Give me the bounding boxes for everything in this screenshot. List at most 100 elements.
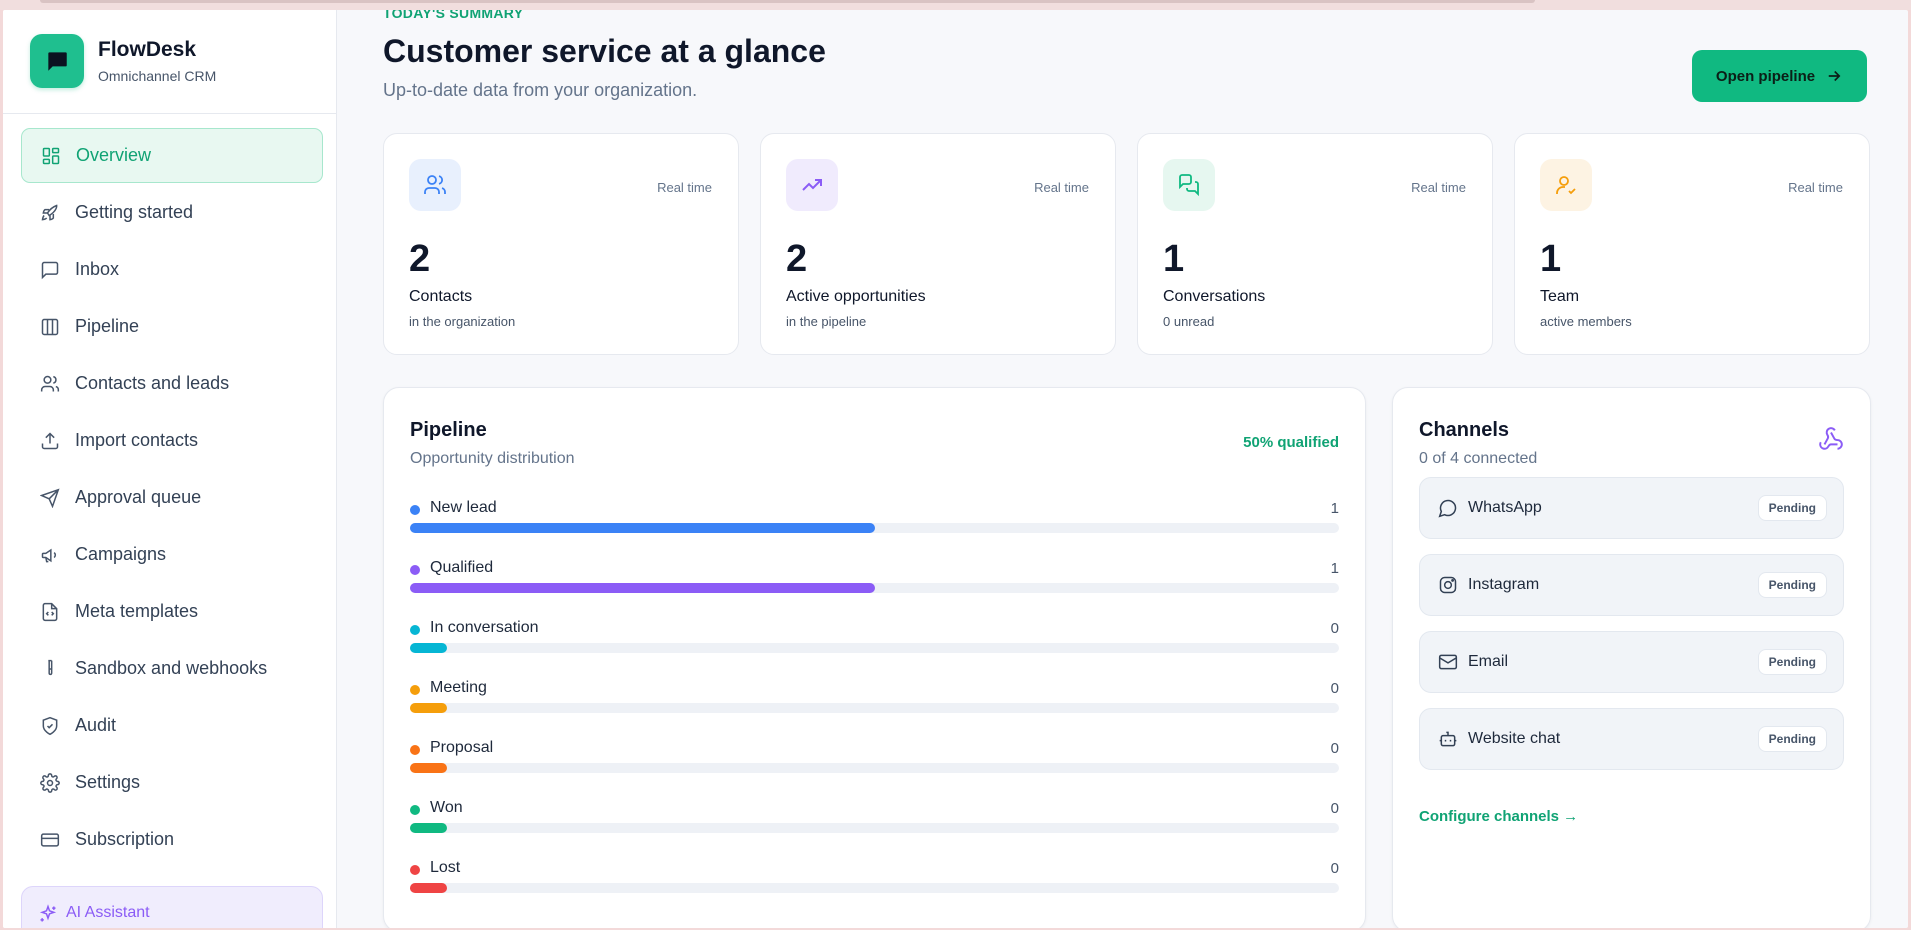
dashboard-icon: [40, 145, 62, 167]
sidebar: FlowDesk Omnichannel CRM Overview Gettin…: [3, 10, 337, 928]
sidebar-item-overview[interactable]: Overview: [21, 128, 323, 183]
stage-name: Lost: [430, 859, 461, 876]
stage-dot: [410, 805, 420, 815]
stage-dot: [410, 745, 420, 755]
user-check-icon: [1540, 159, 1592, 211]
brand[interactable]: FlowDesk Omnichannel CRM: [30, 34, 216, 88]
stage-dot: [410, 565, 420, 575]
channel-email[interactable]: Email Pending: [1419, 631, 1844, 693]
instagram-icon: [1438, 575, 1458, 600]
pipeline-stage: Won 0: [410, 798, 1339, 858]
stage-progress-track: [410, 703, 1339, 713]
sidebar-item-audit[interactable]: Audit: [21, 698, 323, 753]
sidebar-item-import-contacts[interactable]: Import contacts: [21, 413, 323, 468]
pipeline-stage: Lost 0: [410, 858, 1339, 918]
qualified-rate: 50% qualified: [1243, 434, 1339, 451]
stat-label: Contacts: [409, 288, 473, 305]
stat-card-contacts[interactable]: Real time 2 Contacts in the organization: [383, 133, 739, 355]
sidebar-nav: Overview Getting started Inbox Pipeline …: [21, 128, 323, 869]
sidebar-item-label: Campaigns: [75, 544, 167, 564]
page-title: Customer service at a glance: [383, 33, 826, 69]
sidebar-item-label: Pipeline: [75, 316, 140, 336]
sidebar-item-label: Inbox: [75, 259, 120, 279]
sidebar-item-approval-queue[interactable]: Approval queue: [21, 470, 323, 525]
stat-sublabel: active members: [1540, 314, 1632, 329]
stage-dot: [410, 625, 420, 635]
open-pipeline-label: Open pipeline: [1715, 67, 1816, 85]
pipeline-panel: Pipeline Opportunity distribution 50% qu…: [383, 387, 1366, 928]
stage-count: 0: [1330, 620, 1339, 637]
test-tube-icon: [39, 658, 61, 680]
message-square-icon: [39, 259, 61, 281]
stage-name: New lead: [430, 499, 497, 516]
stat-card-team[interactable]: Real time 1 Team active members: [1514, 133, 1870, 355]
realtime-tag: Real time: [1788, 180, 1843, 195]
channel-instagram[interactable]: Instagram Pending: [1419, 554, 1844, 616]
stage-name: Qualified: [430, 559, 494, 576]
sidebar-divider: [3, 113, 337, 114]
sidebar-item-label: Settings: [75, 772, 141, 792]
pipeline-title: Pipeline: [410, 419, 487, 441]
sidebar-item-meta-templates[interactable]: Meta templates: [21, 584, 323, 639]
stat-card-opportunities[interactable]: Real time 2 Active opportunities in the …: [760, 133, 1116, 355]
stage-progress-fill: [410, 583, 875, 593]
stage-progress-fill: [410, 763, 447, 773]
brand-subtitle: Omnichannel CRM: [98, 68, 217, 84]
sidebar-item-label: Meta templates: [75, 601, 199, 621]
stage-progress-track: [410, 763, 1339, 773]
channel-whatsapp[interactable]: WhatsApp Pending: [1419, 477, 1844, 539]
sidebar-item-sandbox-webhooks[interactable]: Sandbox and webhooks: [21, 641, 323, 696]
stage-progress-track: [410, 643, 1339, 653]
ai-assistant-button[interactable]: AI Assistant: [21, 886, 323, 928]
realtime-tag: Real time: [1034, 180, 1089, 195]
stage-progress-fill: [410, 883, 447, 893]
sidebar-item-label: Getting started: [75, 202, 194, 222]
realtime-tag: Real time: [657, 180, 712, 195]
stat-value: 1: [1540, 238, 1562, 280]
sidebar-item-label: Audit: [75, 715, 117, 735]
configure-channels-link[interactable]: Configure channels →: [1419, 808, 1579, 825]
open-pipeline-button[interactable]: Open pipeline: [1692, 50, 1867, 102]
sidebar-item-settings[interactable]: Settings: [21, 755, 323, 810]
rocket-icon: [39, 202, 61, 224]
stat-card-conversations[interactable]: Real time 1 Conversations 0 unread: [1137, 133, 1493, 355]
mail-icon: [1438, 652, 1458, 677]
credit-card-icon: [39, 829, 61, 851]
channel-name: Email: [1468, 653, 1509, 670]
webhook-icon[interactable]: [1818, 426, 1844, 457]
file-code-icon: [39, 601, 61, 623]
stage-dot: [410, 865, 420, 875]
megaphone-icon: [39, 544, 61, 566]
sidebar-item-pipeline[interactable]: Pipeline: [21, 299, 323, 354]
stage-dot: [410, 685, 420, 695]
window-tab-edge: [40, 0, 1535, 3]
ai-assistant-label: AI Assistant: [66, 904, 150, 921]
columns-icon: [39, 316, 61, 338]
stat-value: 1: [1163, 238, 1185, 280]
stage-progress-track: [410, 583, 1339, 593]
realtime-tag: Real time: [1411, 180, 1466, 195]
users-icon: [409, 159, 461, 211]
arrow-right-icon: [1825, 67, 1843, 85]
window-top-strip: [0, 0, 1911, 10]
sidebar-item-campaigns[interactable]: Campaigns: [21, 527, 323, 582]
channel-website-chat[interactable]: Website chat Pending: [1419, 708, 1844, 770]
stage-progress-fill: [410, 523, 875, 533]
stage-count: 1: [1330, 560, 1339, 577]
sidebar-item-getting-started[interactable]: Getting started: [21, 185, 323, 240]
sidebar-item-contacts[interactable]: Contacts and leads: [21, 356, 323, 411]
sidebar-item-inbox[interactable]: Inbox: [21, 242, 323, 297]
sidebar-item-label: Approval queue: [75, 487, 202, 507]
sidebar-item-subscription[interactable]: Subscription: [21, 812, 323, 867]
stat-label: Conversations: [1163, 288, 1266, 305]
stat-label: Active opportunities: [786, 288, 926, 305]
stage-progress-fill: [410, 703, 447, 713]
stage-name: Proposal: [430, 739, 494, 756]
stage-progress-fill: [410, 643, 447, 653]
stage-dot: [410, 505, 420, 515]
status-badge: Pending: [1757, 495, 1827, 521]
pipeline-stage: Proposal 0: [410, 738, 1339, 798]
page-subtitle: Up-to-date data from your organization.: [383, 80, 698, 100]
stat-sublabel: 0 unread: [1163, 314, 1215, 329]
status-badge: Pending: [1757, 726, 1827, 752]
